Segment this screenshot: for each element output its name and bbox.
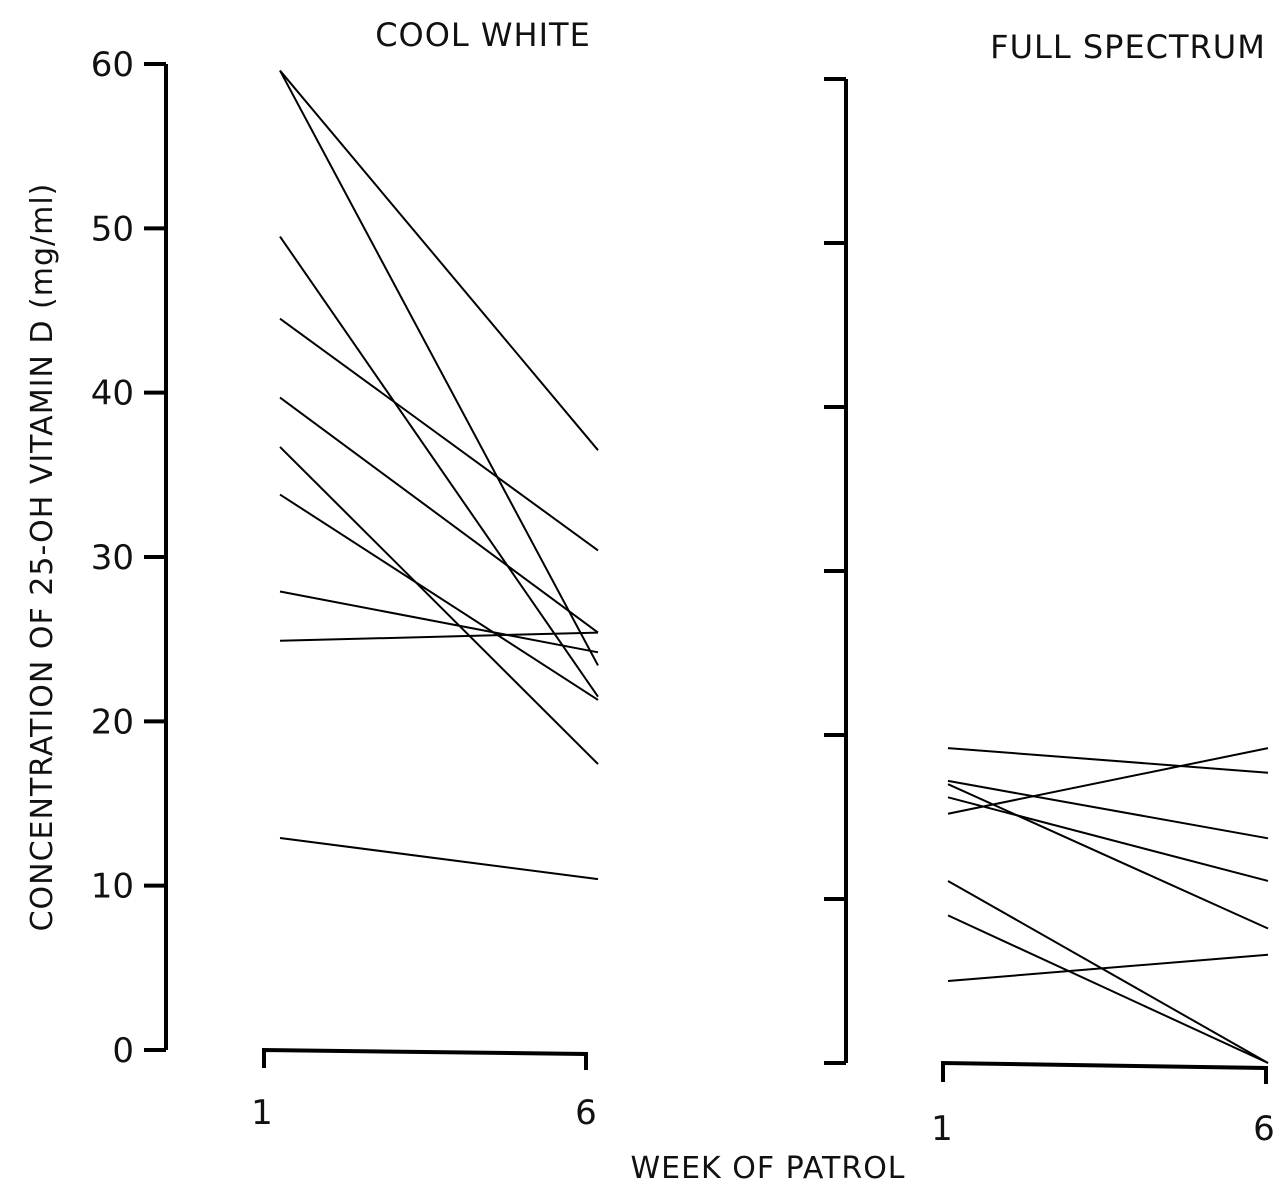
series-group-cool-white [279,69,599,881]
series-line-fs-5 [947,783,1269,930]
series-line-cw-8 [279,590,599,654]
y-tick-label-10: 10 [91,867,134,907]
y-ticks-left: 0 10 20 30 40 50 60 [91,45,166,1071]
x-axis-title: WEEK OF PATROL [630,1151,905,1186]
series-line-cw-3 [279,235,599,698]
x-tick-label-fs-1: 1 [931,1109,953,1149]
series-line-fs-6 [947,880,1269,1064]
x-axis-bracket-left [262,1047,588,1070]
y-axis-left: 0 10 20 30 40 50 60 [91,45,168,1071]
panel-title-cool-white: COOL WHITE [375,16,591,54]
series-line-cw-7 [279,493,599,701]
series-line-fs-8 [947,953,1269,982]
series-line-fs-1 [947,747,1269,774]
series-line-cw-5 [279,396,599,634]
series-line-fs-4 [947,796,1269,882]
series-line-fs-7 [947,914,1269,1064]
panel-title-full-spectrum: FULL SPECTRUM [990,28,1266,66]
y-tick-label-60: 60 [91,45,134,85]
series-line-fs-3 [947,779,1269,840]
y-tick-label-40: 40 [91,374,134,414]
x-tick-label-cw-6: 6 [575,1093,597,1133]
y-tick-label-20: 20 [91,702,134,742]
series-line-cw-4 [279,317,599,552]
series-group-full-spectrum [947,747,1269,1064]
y-axis-right [824,77,848,1065]
y-tick-label-0: 0 [112,1031,134,1071]
series-line-cw-10 [279,837,599,881]
x-tick-label-cw-1: 1 [251,1093,273,1133]
series-line-fs-2 [947,747,1269,815]
x-axis-bracket-right [941,1060,1268,1084]
y-tick-label-30: 30 [91,538,134,578]
series-line-cw-9 [279,631,599,642]
y-ticks-right [824,77,846,1065]
series-line-cw-6 [279,446,599,765]
series-line-cw-1 [279,69,599,451]
y-axis-title: CONCENTRATION OF 25-OH VITAMIN D (mg/ml) [25,183,60,932]
y-tick-label-50: 50 [91,209,134,249]
x-tick-label-fs-6: 6 [1253,1109,1275,1149]
series-line-cw-2 [279,70,599,666]
